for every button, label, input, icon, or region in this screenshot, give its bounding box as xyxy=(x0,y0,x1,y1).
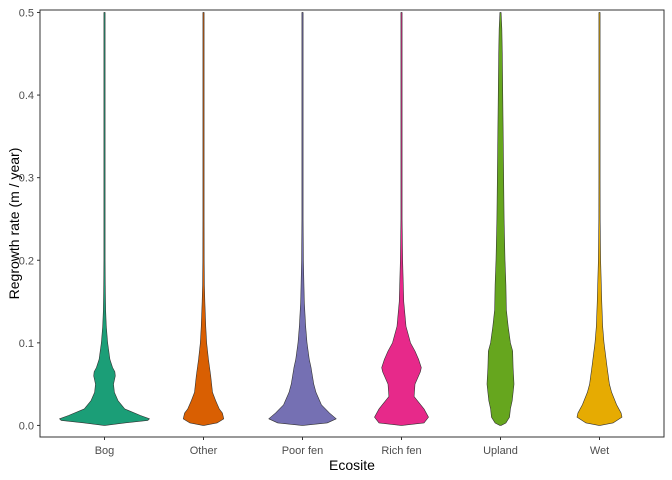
x-axis-title: Ecosite xyxy=(329,457,375,473)
violin-upland xyxy=(486,12,515,426)
y-tick-label: 0.5 xyxy=(19,7,34,19)
x-axis: Bog Other Poor fen Rich fen Upland Wet xyxy=(95,437,609,457)
violin-bog xyxy=(59,12,150,426)
x-tick-label-upland: Upland xyxy=(483,445,518,457)
y-tick-label: 0.3 xyxy=(19,173,34,185)
x-tick-label-wet: Wet xyxy=(590,445,609,457)
x-tick-label-other: Other xyxy=(190,445,218,457)
y-tick-label: 0.1 xyxy=(19,338,34,350)
x-tick-label-bog: Bog xyxy=(95,445,115,457)
y-tick-label: 0.0 xyxy=(19,420,34,432)
violins-group xyxy=(59,12,623,426)
y-tick-label: 0.2 xyxy=(19,255,34,267)
violin-wet xyxy=(576,12,623,426)
violin-other xyxy=(182,12,225,426)
y-tick-label: 0.4 xyxy=(19,90,34,102)
x-tick-label-rich-fen: Rich fen xyxy=(381,445,421,457)
violin-poor-fen xyxy=(268,12,337,426)
plot-panel-border xyxy=(39,9,665,438)
y-axis: 0.0 0.1 0.2 0.3 0.4 0.5 xyxy=(19,7,40,432)
y-axis-title: Regrowth rate (m / year) xyxy=(6,148,22,300)
violin-rich-fen xyxy=(374,12,429,426)
x-tick-label-poor-fen: Poor fen xyxy=(282,445,324,457)
